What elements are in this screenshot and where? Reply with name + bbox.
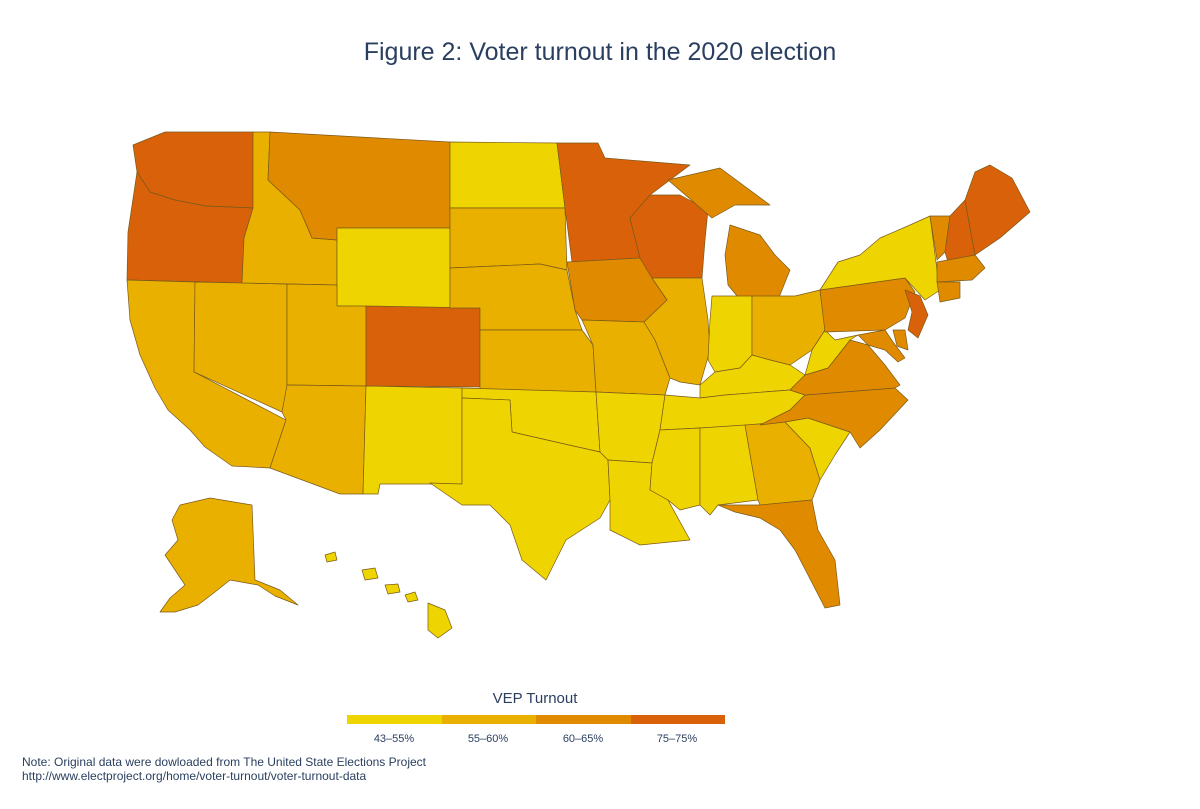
state-illinois[interactable] [643,277,711,386]
state-west-virginia[interactable] [804,329,859,376]
legend-swatch-2 [536,715,631,724]
state-hawaii[interactable] [324,551,453,639]
state-kansas[interactable] [479,329,597,393]
state-delaware[interactable] [892,329,909,351]
state-florida[interactable] [717,499,841,609]
state-new-jersey[interactable] [904,289,929,339]
legend-label-0: 43–55% [373,733,415,745]
state-wyoming[interactable] [336,227,451,309]
state-colorado[interactable] [365,305,481,388]
source-note-line1: Note: Original data were dowloaded from … [22,755,426,769]
us-choropleth-map [126,131,1031,639]
chart-title: Figure 2: Voter turnout in the 2020 elec… [363,38,837,66]
source-note: Note: Original data were dowloaded from … [22,755,426,783]
state-texas[interactable] [429,397,611,581]
legend-label-1: 55–60% [467,733,509,745]
legend-color-bar [347,715,725,724]
legend-swatch-1 [441,715,536,724]
state-connecticut[interactable] [936,281,961,303]
state-new-mexico[interactable] [362,385,463,495]
state-indiana[interactable] [707,295,753,373]
legend-title: VEP Turnout [492,690,578,707]
state-alaska[interactable] [159,497,299,613]
legend-label-2: 60–65% [562,733,604,745]
state-massachusetts[interactable] [936,254,986,283]
state-south-dakota[interactable] [449,207,568,271]
state-maryland[interactable] [857,329,906,363]
legend-swatch-0 [347,715,442,724]
state-maine[interactable] [964,164,1031,256]
state-wisconsin[interactable] [629,194,709,279]
state-arizona[interactable] [269,384,367,495]
source-note-url: http://www.electproject.org/home/voter-t… [22,769,367,783]
legend-label-3: 75–75% [656,733,698,745]
state-north-dakota[interactable] [449,141,566,209]
legend-swatch-3 [630,715,725,724]
